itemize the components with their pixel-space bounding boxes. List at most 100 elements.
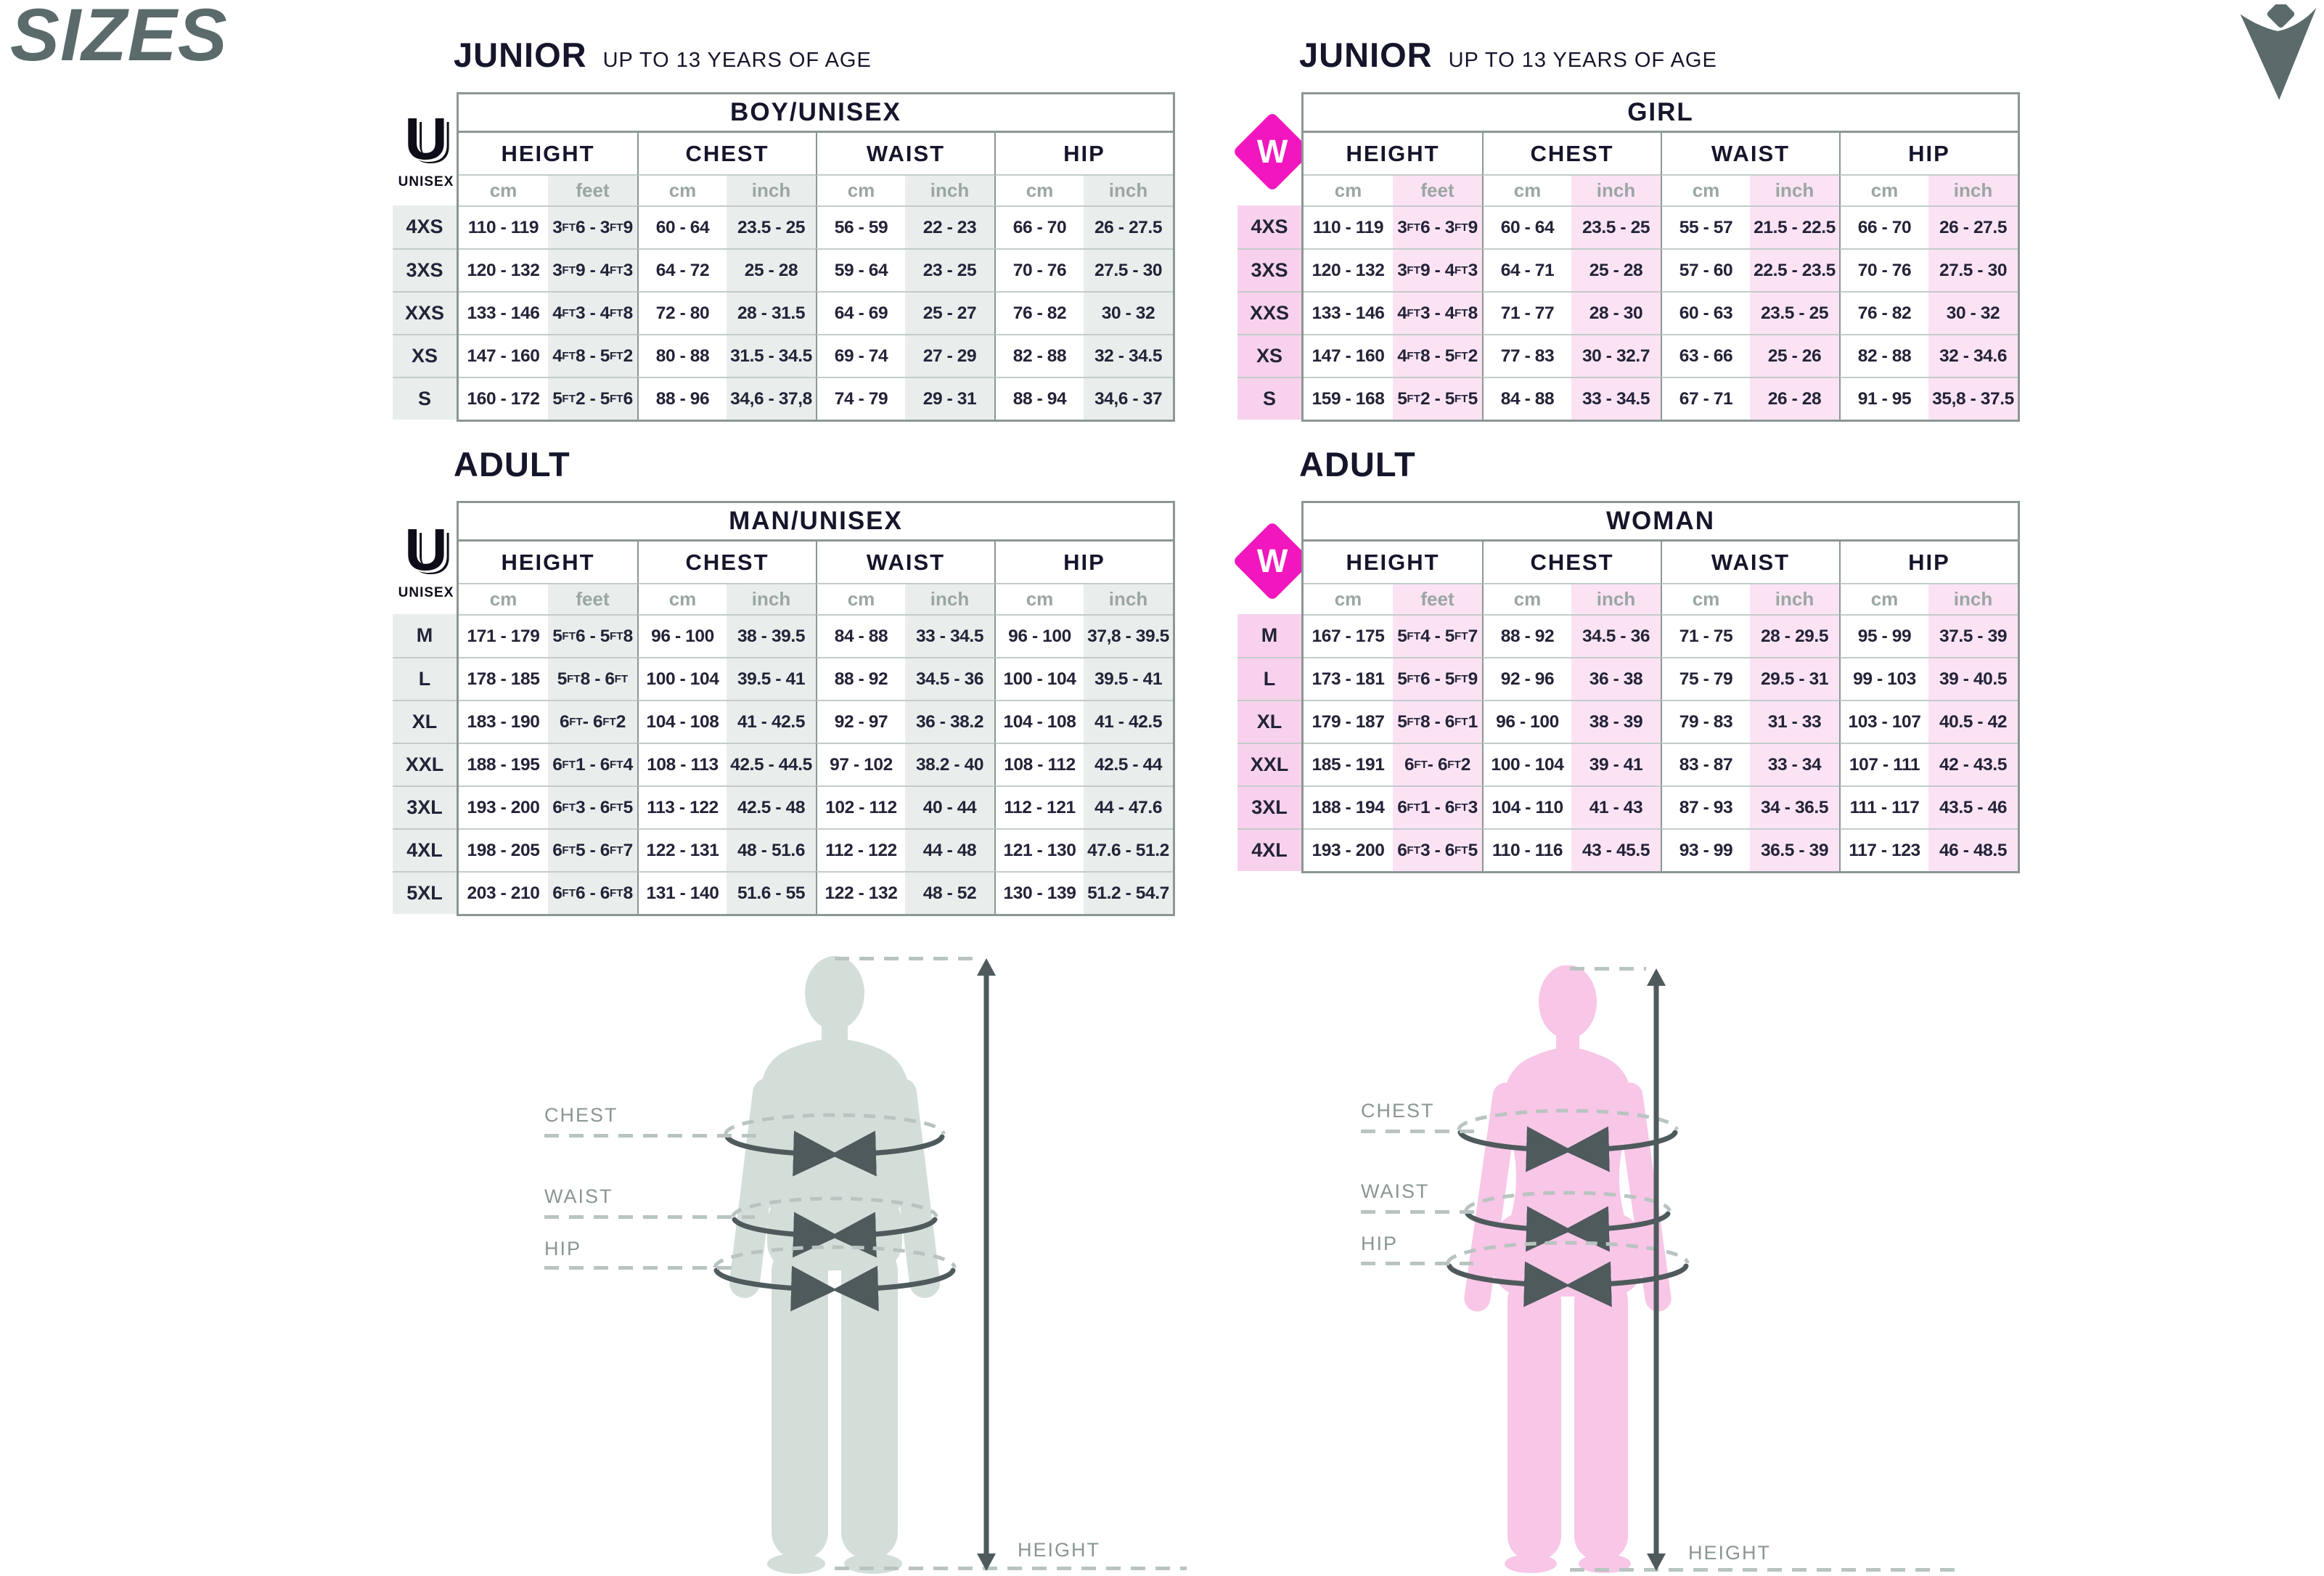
junior-girl-size-column: 4XS 3XS XXS XS S (1237, 205, 1301, 420)
value-cell: 4 FT 8 - 5 FT 2 (1393, 334, 1482, 377)
male-hip-girth-arrow (713, 1245, 957, 1312)
value-cell: 131 - 140 (637, 871, 727, 914)
value-cell: 122 - 131 (637, 828, 727, 871)
value-cell: 117 - 123 (1839, 828, 1928, 871)
value-cell: 55 - 57 (1661, 205, 1750, 248)
unisex-icon: U UNISEX (398, 517, 454, 601)
value-cell: 51.2 - 54.7 (1084, 871, 1173, 914)
value-cell: 37,8 - 39.5 (1084, 614, 1173, 657)
value-cell: 122 - 132 (816, 871, 905, 914)
unit-header: inch (1084, 584, 1173, 614)
value-cell: 4 FT 3 - 4 FT 8 (548, 291, 637, 334)
value-cell: 42.5 - 44 (1084, 743, 1173, 785)
value-cell: 72 - 80 (637, 291, 727, 334)
female-chest-girth-arrow (1457, 1108, 1679, 1172)
unit-header: inch (727, 176, 816, 205)
value-cell: 60 - 63 (1661, 291, 1750, 334)
value-cell: 188 - 194 (1304, 785, 1393, 828)
value-cell: 42.5 - 48 (727, 785, 816, 828)
value-cell: 171 - 179 (459, 614, 548, 657)
value-cell: 42.5 - 44.5 (727, 743, 816, 785)
male-height-arrow (977, 958, 996, 1571)
column-group-header: HIP (994, 542, 1173, 584)
value-cell: 92 - 97 (816, 700, 905, 743)
value-cell: 84 - 88 (1482, 377, 1571, 420)
value-cell: 133 - 146 (1304, 291, 1393, 334)
unit-header: inch (1571, 176, 1661, 205)
value-cell: 28 - 29.5 (1750, 614, 1839, 657)
value-cell: 96 - 100 (637, 614, 727, 657)
page-title: SIZES (10, 0, 228, 76)
table-title: WOMAN (1304, 503, 2018, 542)
value-cell: 34.5 - 36 (905, 657, 994, 700)
unit-header: cm (1839, 584, 1928, 614)
value-cell: 36.5 - 39 (1750, 828, 1839, 871)
value-cell: 76 - 82 (1839, 291, 1928, 334)
value-cell: 64 - 71 (1482, 248, 1571, 291)
male-hip-leader-line (544, 1266, 737, 1270)
value-cell: 82 - 88 (1839, 334, 1928, 377)
size-cell: 3XS (393, 248, 457, 291)
value-cell: 38.2 - 40 (905, 743, 994, 785)
value-cell: 92 - 96 (1482, 657, 1571, 700)
size-cell: XXL (1237, 743, 1301, 785)
value-cell: 44 - 47.6 (1084, 785, 1173, 828)
value-cell: 5 FT 6 - 5 FT 8 (548, 614, 637, 657)
value-cell: 70 - 76 (994, 248, 1084, 291)
value-cell: 159 - 168 (1304, 377, 1393, 420)
value-cell: 30 - 32 (1928, 291, 2018, 334)
value-cell: 3 FT 9 - 4 FT 3 (548, 248, 637, 291)
value-cell: 183 - 190 (459, 700, 548, 743)
value-cell: 6 FT 3 - 6 FT 5 (1393, 828, 1482, 871)
male-head-dashed-line (835, 957, 976, 960)
table-title: BOY/UNISEX (459, 94, 1173, 133)
value-cell: 6 FT 5 - 6 FT 7 (548, 828, 637, 871)
junior-boy-size-column: 4XS 3XS XXS XS S (393, 205, 457, 420)
value-cell: 59 - 64 (816, 248, 905, 291)
value-cell: 60 - 64 (637, 205, 727, 248)
value-cell: 39.5 - 41 (727, 657, 816, 700)
junior-heading-text: JUNIOR (1299, 36, 1433, 74)
unit-header: feet (1393, 584, 1482, 614)
value-cell: 83 - 87 (1661, 743, 1750, 785)
junior-boy-grid: BOY/UNISEX HEIGHT CHEST WAIST HIP cm feet cm inc… (459, 94, 1173, 420)
adult-right-heading: ADULT (1299, 444, 1416, 484)
unit-header: feet (548, 176, 637, 205)
size-cell: XXL (393, 743, 457, 785)
value-cell: 30 - 32 (1084, 291, 1173, 334)
value-cell: 96 - 100 (994, 614, 1084, 657)
female-waist-leader-line (1361, 1210, 1481, 1214)
value-cell: 102 - 112 (816, 785, 905, 828)
value-cell: 33 - 34.5 (1571, 377, 1661, 420)
male-waist-leader-line (544, 1215, 755, 1219)
value-cell: 3 FT 9 - 4 FT 3 (1393, 248, 1482, 291)
adult-man-size-column: M L XL XXL 3XL 4XL 5XL (393, 614, 457, 914)
value-cell: 88 - 92 (1482, 614, 1571, 657)
value-cell: 35,8 - 37.5 (1928, 377, 2018, 420)
unit-header: cm (1334, 588, 1362, 610)
unit-header: cm (816, 584, 905, 614)
value-cell: 112 - 122 (816, 828, 905, 871)
value-cell: 3 FT 6 - 3 FT 9 (548, 205, 637, 248)
value-cell: 23.5 - 25 (1750, 291, 1839, 334)
value-cell: 66 - 70 (994, 205, 1084, 248)
value-cell: 34 - 36.5 (1750, 785, 1839, 828)
value-cell: 66 - 70 (1839, 205, 1928, 248)
size-cell: M (1237, 614, 1301, 657)
value-cell: 70 - 76 (1839, 248, 1928, 291)
adult-man-grid: MAN/UNISEX HEIGHT CHEST WAIST HIP cm feet cm inc… (459, 503, 1173, 914)
male-chest-label: CHEST (544, 1104, 618, 1126)
unit-header: cm (1661, 584, 1750, 614)
unit-header: inch (1928, 584, 2018, 614)
value-cell: 69 - 74 (816, 334, 905, 377)
value-cell: 99 - 103 (1839, 657, 1928, 700)
value-cell: 100 - 104 (1482, 743, 1571, 785)
value-cell: 5 FT 6 - 5 FT 9 (1393, 657, 1482, 700)
unit-header: cm (1482, 176, 1571, 205)
value-cell: 160 - 172 (459, 377, 548, 420)
value-cell: 44 - 48 (905, 828, 994, 871)
value-cell: 48 - 52 (905, 871, 994, 914)
value-cell: 82 - 88 (994, 334, 1084, 377)
value-cell: 6 FT - 6 FT 2 (1393, 743, 1482, 785)
male-waist-label: WAIST (544, 1185, 613, 1207)
